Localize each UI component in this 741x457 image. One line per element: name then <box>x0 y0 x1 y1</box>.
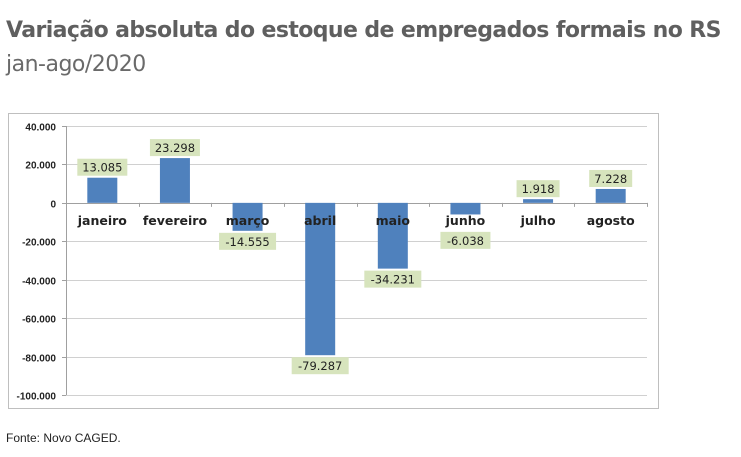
data-label-bg <box>440 231 491 249</box>
y-tick-label: 20.000 <box>25 161 56 172</box>
data-label: 1.918 <box>522 182 555 196</box>
data-label: -79.287 <box>298 359 342 373</box>
data-label: 7.228 <box>594 172 627 186</box>
bar-abril <box>305 202 336 356</box>
y-tick-label: 40.000 <box>25 123 56 134</box>
y-tick-label: -80.000 <box>22 354 56 365</box>
data-label: 13.085 <box>82 161 122 175</box>
y-tick-label: -100.000 <box>17 392 57 403</box>
data-label-bg <box>291 357 349 375</box>
chart-subtitle: jan-ago/2020 <box>6 52 146 77</box>
y-tick-label: -20.000 <box>22 238 56 249</box>
data-label-bg <box>77 158 128 176</box>
data-label-bg <box>589 169 633 187</box>
data-label-bg <box>219 232 277 250</box>
x-category-label: junho <box>445 213 486 228</box>
data-label-bg <box>364 270 422 288</box>
data-label: -6.038 <box>447 234 484 248</box>
x-category-label: agosto <box>587 213 635 228</box>
bar-fevereiro <box>159 158 190 203</box>
source-note: Fonte: Novo CAGED. <box>6 431 121 445</box>
data-label: -14.555 <box>225 235 269 249</box>
x-category-label: março <box>226 213 270 228</box>
y-tick-label: -40.000 <box>22 277 56 288</box>
y-tick-label: -60.000 <box>22 315 56 326</box>
x-category-label: julho <box>520 213 556 228</box>
bar-julho <box>523 199 554 203</box>
bar-março <box>232 202 263 231</box>
x-category-label: fevereiro <box>143 213 208 228</box>
bar-agosto <box>595 188 626 203</box>
data-label: 23.298 <box>155 141 195 155</box>
chart-title: Variação absoluta do estoque de empregad… <box>6 18 721 43</box>
x-category-label: abril <box>304 213 336 228</box>
data-label-bg <box>149 139 200 157</box>
x-category-label: janeiro <box>77 213 128 228</box>
x-category-label: maio <box>376 213 411 228</box>
bar-junho <box>450 202 481 215</box>
y-tick-label: 0 <box>50 200 56 211</box>
data-label: -34.231 <box>371 273 415 287</box>
bar-maio <box>377 202 408 269</box>
bar-janeiro <box>87 177 118 203</box>
data-label-bg <box>516 180 560 198</box>
